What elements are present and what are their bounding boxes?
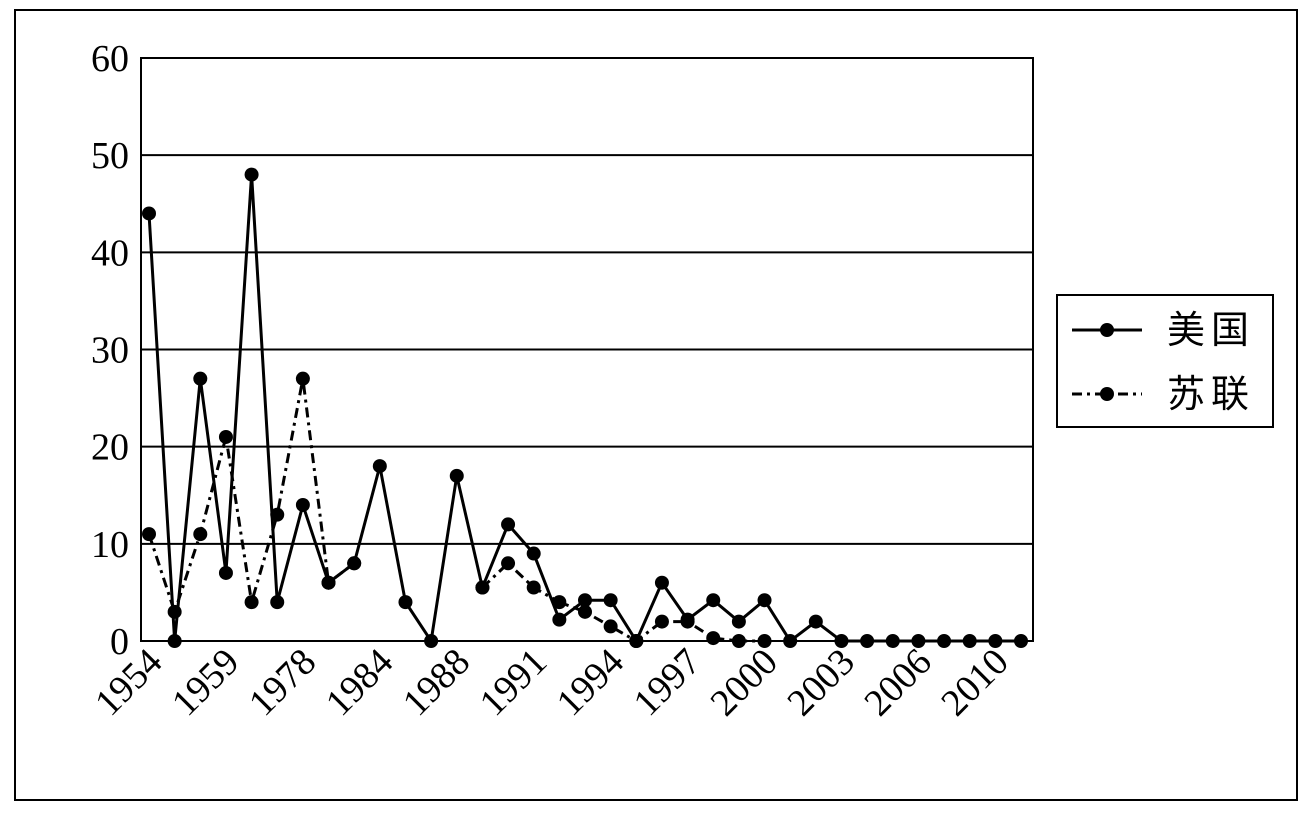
y-tick-label: 10 xyxy=(91,524,129,566)
point xyxy=(142,527,156,542)
point xyxy=(962,634,977,648)
point xyxy=(501,556,516,571)
point xyxy=(731,614,746,629)
series-line xyxy=(147,378,765,643)
point xyxy=(424,634,439,648)
point xyxy=(911,634,926,648)
point xyxy=(193,371,208,386)
point xyxy=(167,604,182,619)
x-tick-label: 1994 xyxy=(549,641,632,724)
point xyxy=(218,429,233,444)
x-tick-label: 2010 xyxy=(933,641,1016,724)
point xyxy=(706,593,721,608)
plot-area xyxy=(140,57,1034,642)
y-tick-label: 60 xyxy=(91,38,129,80)
point xyxy=(783,634,798,648)
point xyxy=(680,614,695,629)
point xyxy=(142,206,156,221)
legend-box xyxy=(1056,294,1274,428)
x-tick-label: 1954 xyxy=(87,641,170,724)
legend-label: 苏联 xyxy=(1167,374,1255,416)
point xyxy=(885,634,900,648)
frame xyxy=(14,9,1298,801)
point xyxy=(937,634,952,648)
y-tick-label: 50 xyxy=(91,135,129,177)
x-tick-label: 1988 xyxy=(395,641,478,724)
x-tick-label: 2003 xyxy=(779,641,862,724)
point xyxy=(193,527,208,542)
x-tick-label: 1991 xyxy=(472,641,555,724)
point xyxy=(526,580,541,595)
point xyxy=(501,517,516,532)
y-tick-label: 0 xyxy=(110,621,129,663)
point xyxy=(398,595,413,610)
legend-marker xyxy=(1100,323,1114,337)
point xyxy=(347,556,362,571)
point xyxy=(475,580,490,595)
legend-marker xyxy=(1100,387,1114,401)
x-tick-label: 2006 xyxy=(856,641,939,724)
point xyxy=(603,593,618,608)
point xyxy=(706,631,721,646)
legend-label: 美国 xyxy=(1167,310,1255,352)
point xyxy=(321,575,336,590)
point xyxy=(654,575,669,590)
point xyxy=(808,614,823,629)
point xyxy=(757,634,772,648)
point xyxy=(372,459,387,474)
point xyxy=(244,595,259,610)
point xyxy=(603,619,618,634)
point xyxy=(578,604,592,619)
point xyxy=(526,546,541,561)
x-tick-label: 1978 xyxy=(241,641,324,724)
point xyxy=(552,612,567,627)
point xyxy=(270,507,285,522)
point xyxy=(449,468,464,483)
point xyxy=(1014,634,1028,648)
point xyxy=(167,634,182,648)
y-tick-label: 40 xyxy=(91,232,129,274)
point xyxy=(295,497,310,512)
point xyxy=(834,634,849,648)
x-tick-label: 2000 xyxy=(703,641,786,724)
point xyxy=(218,565,233,580)
point xyxy=(988,634,1003,648)
point xyxy=(629,634,644,648)
series-line xyxy=(147,174,1021,646)
x-tick-label: 1984 xyxy=(318,641,401,724)
point xyxy=(552,595,567,610)
point xyxy=(860,634,875,648)
x-tick-label: 1959 xyxy=(164,641,247,724)
point xyxy=(654,614,669,629)
point xyxy=(295,371,310,386)
y-tick-label: 30 xyxy=(91,330,129,372)
x-tick-label: 1997 xyxy=(626,641,709,724)
point xyxy=(578,593,592,608)
y-tick-label: 20 xyxy=(91,427,129,469)
point xyxy=(244,167,259,182)
point xyxy=(731,634,746,648)
point xyxy=(757,593,772,608)
point xyxy=(270,595,285,610)
